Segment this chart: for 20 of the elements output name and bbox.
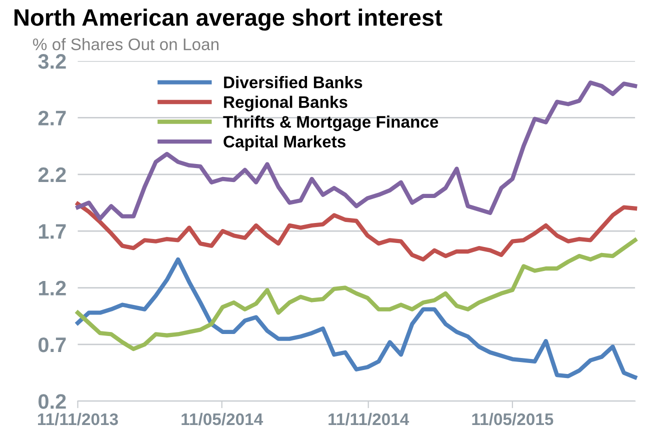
x-tick-label: 11/05/2015 bbox=[472, 412, 554, 426]
line-series bbox=[76, 238, 638, 352]
x-tick-label: 11/11/2014 bbox=[328, 412, 410, 426]
legend-label: Regional Banks bbox=[224, 96, 348, 112]
y-tick-label: 1.2 bbox=[39, 280, 66, 296]
line-series bbox=[76, 202, 638, 262]
legend-label: Capital Markets bbox=[224, 135, 346, 151]
legend-label: Thrifts & Mortgage Finance bbox=[223, 116, 438, 132]
chart-subtitle: % of Shares Out on Loan bbox=[32, 38, 218, 50]
y-tick-label: 1.7 bbox=[39, 224, 66, 239]
y-tick-label: 0.7 bbox=[38, 337, 66, 352]
y-tick-label: 0.2 bbox=[38, 394, 66, 409]
y-tick-label: 2.2 bbox=[38, 167, 66, 182]
y-tick-label: 2.7 bbox=[38, 110, 66, 126]
x-tick-label: 11/11/2013 bbox=[38, 412, 118, 426]
chart-title: North American average short interest bbox=[14, 8, 442, 31]
line-series bbox=[76, 257, 638, 380]
x-tick-label: 11/05/2014 bbox=[182, 412, 264, 426]
legend-label: Diversified Banks bbox=[224, 76, 362, 88]
y-tick-label: 3.2 bbox=[38, 54, 66, 69]
